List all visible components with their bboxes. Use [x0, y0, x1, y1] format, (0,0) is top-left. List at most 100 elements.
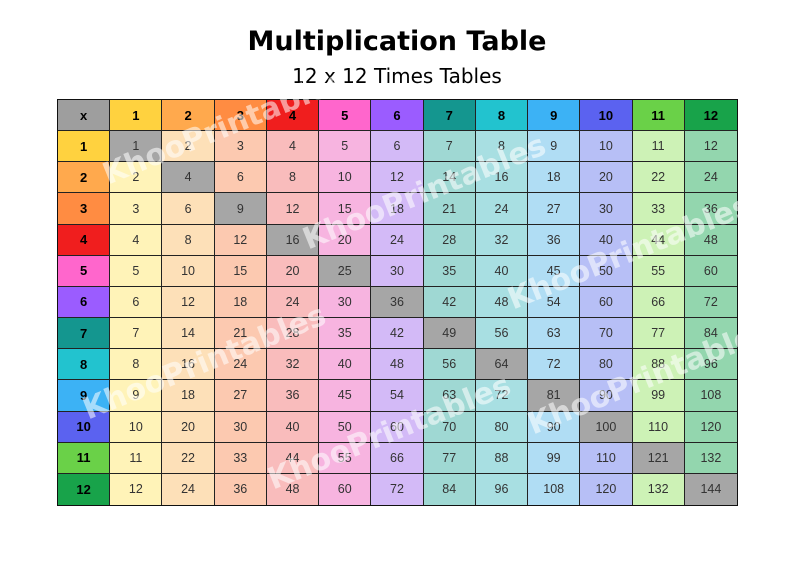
- column-header-5: 5: [319, 100, 372, 132]
- product-cell: 132: [632, 473, 685, 505]
- column-header-4: 4: [266, 100, 320, 132]
- product-cell: 33: [214, 442, 267, 474]
- row-header-12: 12: [58, 473, 111, 505]
- product-cell: 54: [371, 380, 424, 412]
- column-header-11: 11: [632, 100, 685, 132]
- product-cell: 42: [371, 318, 424, 350]
- product-cell: 56: [423, 349, 476, 381]
- multiplication-table: x 1 2 3 4 5 6 7 8 9 10 11 12 1 1 2 3 4 5 6 7 8 9 10 11 12 2 2 4 6 8 10 1…: [57, 99, 738, 506]
- row-header-3: 3: [58, 193, 111, 225]
- product-cell: 80: [580, 349, 633, 381]
- product-cell: 7: [423, 131, 476, 163]
- column-header-3: 3: [214, 100, 267, 132]
- product-cell: 10: [110, 411, 163, 443]
- product-cell: 108: [684, 380, 737, 412]
- product-cell: 48: [266, 473, 320, 505]
- column-header-9: 9: [528, 100, 581, 132]
- product-cell: 25: [319, 255, 372, 287]
- page-subtitle: 12 x 12 Times Tables: [292, 64, 502, 88]
- product-cell: 33: [632, 193, 685, 225]
- product-cell: 44: [632, 224, 685, 256]
- product-cell: 4: [266, 131, 320, 163]
- product-cell: 30: [580, 193, 633, 225]
- product-cell: 44: [266, 442, 320, 474]
- product-cell: 15: [319, 193, 372, 225]
- product-cell: 24: [162, 473, 215, 505]
- product-cell: 20: [266, 255, 320, 287]
- product-cell: 32: [475, 224, 529, 256]
- product-cell: 36: [684, 193, 737, 225]
- product-cell: 48: [371, 349, 424, 381]
- product-cell: 10: [580, 131, 633, 163]
- product-cell: 16: [266, 224, 320, 256]
- product-cell: 70: [580, 318, 633, 350]
- product-cell: 72: [684, 286, 737, 319]
- product-cell: 20: [162, 411, 215, 443]
- row-header-11: 11: [58, 442, 111, 474]
- product-cell: 30: [371, 255, 424, 287]
- product-cell: 81: [528, 380, 581, 412]
- column-header-7: 7: [423, 100, 476, 132]
- product-cell: 21: [214, 318, 267, 350]
- product-cell: 2: [110, 162, 163, 194]
- product-cell: 49: [423, 318, 476, 350]
- product-cell: 4: [110, 224, 163, 256]
- product-cell: 77: [423, 442, 476, 474]
- column-header-1: 1: [110, 100, 163, 132]
- product-cell: 50: [319, 411, 372, 443]
- product-cell: 12: [110, 473, 163, 505]
- product-cell: 96: [475, 473, 529, 505]
- product-cell: 42: [423, 286, 476, 319]
- product-cell: 36: [528, 224, 581, 256]
- product-cell: 50: [580, 255, 633, 287]
- row-header-8: 8: [58, 349, 111, 381]
- product-cell: 36: [266, 380, 320, 412]
- product-cell: 60: [580, 286, 633, 319]
- product-cell: 18: [214, 286, 267, 319]
- product-cell: 12: [162, 286, 215, 319]
- product-cell: 80: [475, 411, 529, 443]
- product-cell: 10: [162, 255, 215, 287]
- product-cell: 9: [214, 193, 267, 225]
- product-cell: 90: [580, 380, 633, 412]
- column-header-6: 6: [371, 100, 424, 132]
- product-cell: 12: [214, 224, 267, 256]
- product-cell: 8: [475, 131, 529, 163]
- product-cell: 4: [162, 162, 215, 194]
- row-header-4: 4: [58, 224, 111, 256]
- product-cell: 24: [214, 349, 267, 381]
- product-cell: 77: [632, 318, 685, 350]
- product-cell: 8: [110, 349, 163, 381]
- product-cell: 120: [580, 473, 633, 505]
- product-cell: 72: [528, 349, 581, 381]
- product-cell: 88: [475, 442, 529, 474]
- product-cell: 6: [110, 286, 163, 319]
- product-cell: 24: [266, 286, 320, 319]
- product-cell: 16: [162, 349, 215, 381]
- product-cell: 11: [632, 131, 685, 163]
- product-cell: 55: [632, 255, 685, 287]
- product-cell: 24: [475, 193, 529, 225]
- product-cell: 55: [319, 442, 372, 474]
- product-cell: 9: [110, 380, 163, 412]
- row-header-1: 1: [58, 131, 111, 163]
- product-cell: 121: [632, 442, 685, 474]
- product-cell: 5: [110, 255, 163, 287]
- product-cell: 5: [319, 131, 372, 163]
- product-cell: 18: [528, 162, 581, 194]
- product-cell: 3: [214, 131, 267, 163]
- row-header-7: 7: [58, 318, 111, 350]
- product-cell: 22: [162, 442, 215, 474]
- corner-cell: x: [58, 100, 111, 132]
- product-cell: 30: [214, 411, 267, 443]
- product-cell: 8: [266, 162, 320, 194]
- product-cell: 60: [684, 255, 737, 287]
- product-cell: 9: [528, 131, 581, 163]
- product-cell: 32: [266, 349, 320, 381]
- product-cell: 108: [528, 473, 581, 505]
- product-cell: 24: [371, 224, 424, 256]
- product-cell: 14: [423, 162, 476, 194]
- product-cell: 27: [214, 380, 267, 412]
- product-cell: 28: [423, 224, 476, 256]
- product-cell: 27: [528, 193, 581, 225]
